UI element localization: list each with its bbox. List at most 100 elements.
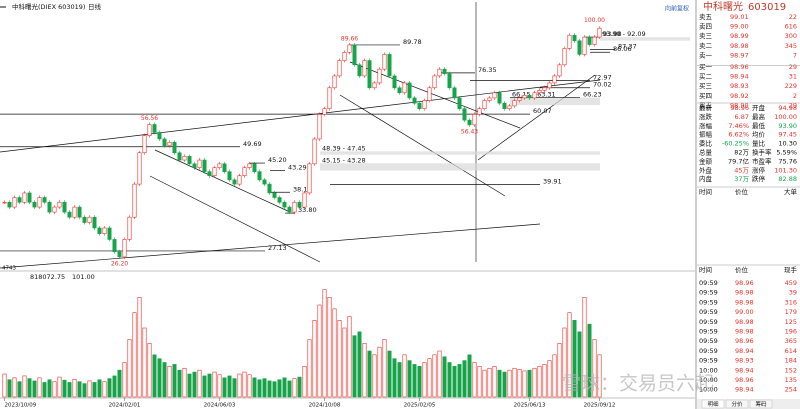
volume-value: 818072.75 <box>30 273 65 281</box>
candle <box>322 108 327 115</box>
level-label: 60.07 <box>533 107 552 115</box>
stat-label: 委比 <box>699 139 713 148</box>
tick-volume: 179 <box>785 308 797 316</box>
volume-bar <box>397 362 402 398</box>
candle <box>467 119 472 126</box>
volume-count: 4743 <box>2 266 16 272</box>
tick-time: 09:59 <box>699 289 718 297</box>
volume-bar <box>417 366 422 398</box>
trend-line <box>0 79 601 153</box>
candle <box>227 171 232 181</box>
book-label: 卖五 <box>699 13 713 21</box>
tick-volume: 196 <box>785 328 797 336</box>
candle <box>222 163 227 172</box>
stat-label: 内盘 <box>699 174 713 183</box>
trend-line <box>149 175 321 263</box>
candle <box>42 197 47 203</box>
candle <box>462 108 467 121</box>
candle <box>572 34 577 42</box>
volume-bar <box>207 373 212 398</box>
volume-bar <box>507 369 512 398</box>
candle <box>237 175 242 185</box>
candle <box>352 44 357 66</box>
candle <box>22 192 27 203</box>
stat-value: 79.7亿 <box>728 156 749 165</box>
candle <box>112 239 117 253</box>
volume-bar <box>462 360 467 398</box>
trend-line <box>339 94 506 197</box>
candle <box>272 192 277 198</box>
volume-bar <box>502 371 507 398</box>
volume-bar <box>172 364 177 398</box>
tab-label[interactable]: 筹码 <box>755 400 767 408</box>
book-volume: 229 <box>785 82 797 90</box>
candle <box>232 179 237 185</box>
extreme-label: 100.00 <box>584 17 605 24</box>
tick-time: 09:59 <box>699 298 718 306</box>
volume-bar <box>382 339 387 398</box>
x-tick-label: 2024/10/08 <box>309 403 341 409</box>
candle <box>557 64 562 77</box>
stat-value: 82.88 <box>778 175 797 183</box>
candle <box>197 159 202 169</box>
volume-bar <box>347 316 352 398</box>
level-label: 93.98 <box>603 30 622 38</box>
candle <box>267 183 272 194</box>
stat-label: 涨停 <box>752 165 766 174</box>
adjust-link[interactable]: 向前复权 <box>665 5 689 13</box>
book-price: 98.97 <box>730 51 749 59</box>
volume-bar <box>447 362 452 398</box>
candle <box>457 97 462 109</box>
book-volume: 616 <box>785 23 797 31</box>
candle <box>427 87 432 101</box>
book-price: 98.93 <box>730 82 749 90</box>
candle <box>347 44 352 53</box>
candle <box>302 192 307 208</box>
candle <box>102 227 107 234</box>
volume-bar <box>77 381 82 398</box>
trend-line <box>0 223 541 269</box>
candle <box>167 141 172 147</box>
book-price: 99.01 <box>730 13 749 21</box>
volume-bar <box>337 320 342 398</box>
candle <box>242 167 247 177</box>
stat-label: 换手率 <box>752 148 772 157</box>
tab-label[interactable]: 分价 <box>731 400 743 408</box>
stat-label: 外盘 <box>699 165 713 174</box>
volume-bar <box>252 377 257 398</box>
tab[interactable] <box>749 399 773 409</box>
candle <box>257 171 262 181</box>
extreme-label: 89.66 <box>341 36 358 43</box>
volume-bar <box>212 371 217 398</box>
candle <box>492 92 497 99</box>
candle <box>147 124 152 136</box>
level-label: 33.80 <box>298 206 317 214</box>
candle <box>482 100 487 109</box>
stock-name: 中科曙光 <box>703 0 743 13</box>
watermark: 雪球：交易员六起 <box>562 373 714 395</box>
candle <box>212 167 217 177</box>
x-tick-label: 2024/06/03 <box>204 403 236 409</box>
book-label: 买二 <box>699 73 713 81</box>
volume-bar <box>192 371 197 398</box>
volume-bar <box>257 379 262 398</box>
candle <box>307 163 312 194</box>
candle <box>32 201 37 208</box>
level-label: 66.23 <box>583 90 602 98</box>
candle <box>2 201 7 204</box>
tick-time: 09:59 <box>699 318 718 326</box>
volume-bar <box>307 339 312 398</box>
candle <box>487 97 492 101</box>
book-price: 98.98 <box>730 42 749 50</box>
volume-bar <box>562 327 567 398</box>
candle <box>527 95 532 99</box>
volume-bar <box>97 379 102 398</box>
volume-bar <box>552 354 557 398</box>
tick-price: 98.98 <box>735 289 754 297</box>
tab[interactable] <box>725 399 749 409</box>
volume-bar <box>477 366 482 398</box>
stat-value: 7.46% <box>728 122 749 130</box>
tab[interactable] <box>701 399 725 409</box>
volume-bar <box>107 378 112 398</box>
tab-label[interactable]: 明细 <box>707 400 719 408</box>
